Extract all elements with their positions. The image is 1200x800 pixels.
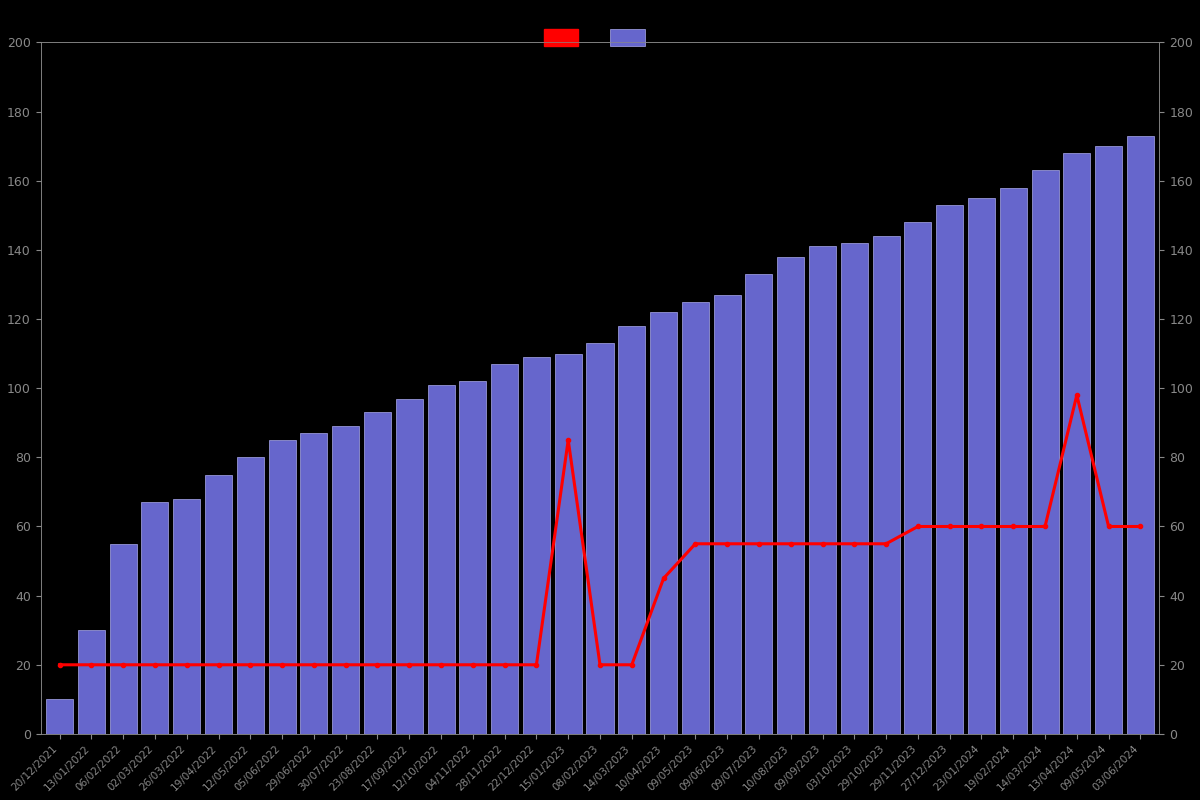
Bar (587, 343, 613, 734)
Bar (809, 246, 836, 734)
Bar (968, 198, 995, 734)
Bar (745, 274, 773, 734)
Bar (78, 630, 104, 734)
Bar (1032, 170, 1058, 734)
Bar (872, 236, 900, 734)
Bar (905, 222, 931, 734)
Bar (523, 357, 550, 734)
Bar (841, 243, 868, 734)
Bar (142, 502, 168, 734)
Bar (236, 458, 264, 734)
Bar (491, 364, 518, 734)
Bar (269, 440, 295, 734)
Bar (364, 413, 391, 734)
Bar (427, 385, 455, 734)
Bar (554, 354, 582, 734)
Bar (650, 312, 677, 734)
Bar (300, 433, 328, 734)
Bar (1096, 146, 1122, 734)
Bar (1000, 188, 1027, 734)
Bar (46, 699, 73, 734)
Bar (714, 295, 740, 734)
Bar (109, 544, 137, 734)
Bar (1063, 153, 1091, 734)
Bar (205, 474, 232, 734)
Bar (1127, 136, 1154, 734)
Bar (460, 382, 486, 734)
Bar (778, 257, 804, 734)
Bar (332, 426, 359, 734)
Bar (396, 398, 422, 734)
Bar (618, 326, 646, 734)
Legend: , : , (544, 29, 656, 46)
Bar (936, 205, 964, 734)
Bar (173, 499, 200, 734)
Bar (682, 302, 709, 734)
